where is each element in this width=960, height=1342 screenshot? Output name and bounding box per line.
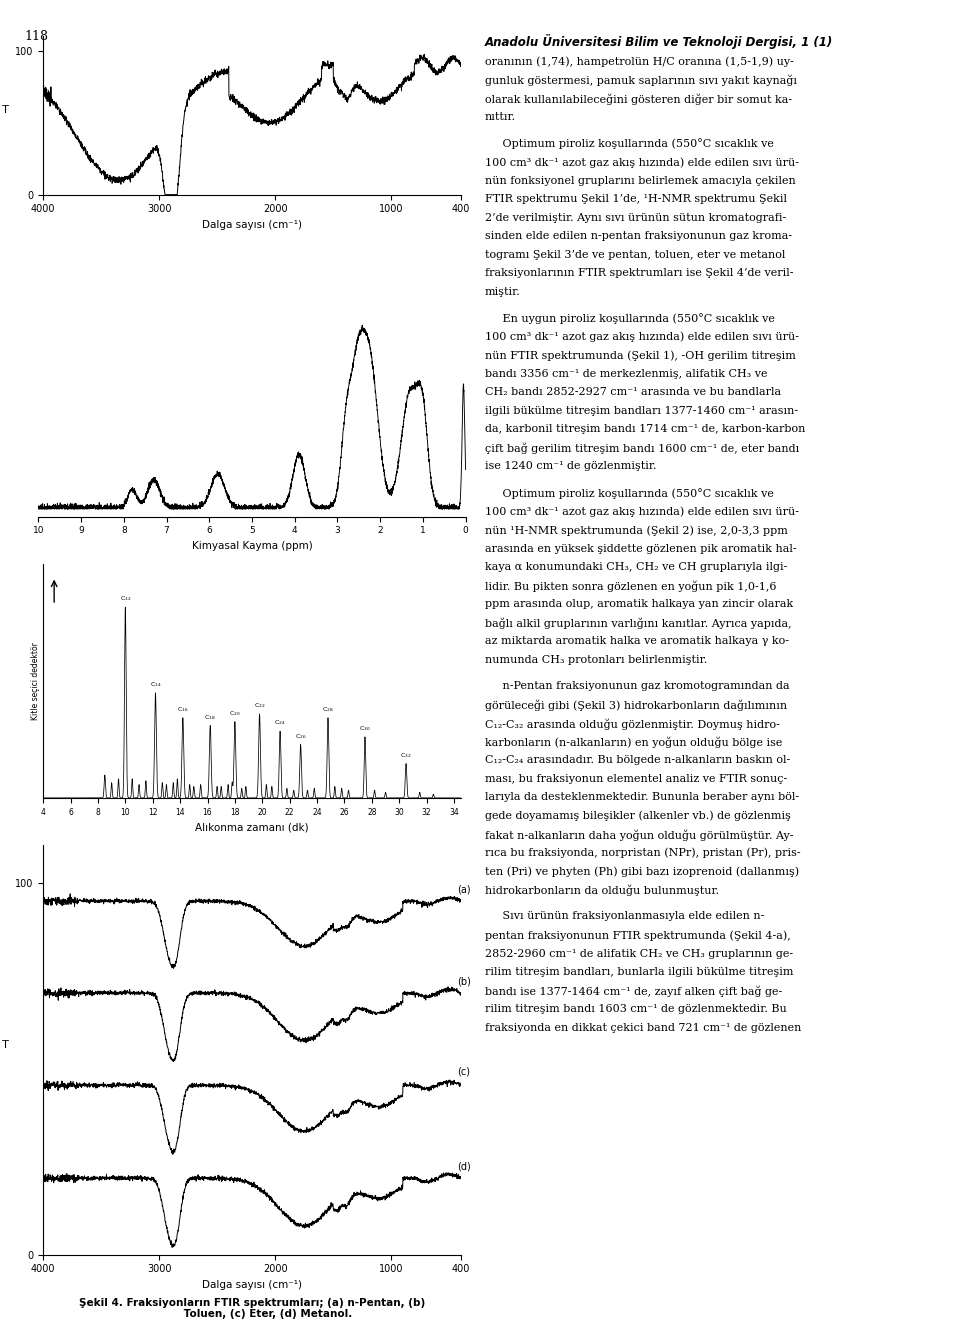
Text: ten (Pri) ve phyten (Ph) gibi bazı izoprenoid (dallanmış): ten (Pri) ve phyten (Ph) gibi bazı izopr… <box>485 867 799 876</box>
Text: fraksiyonlarının FTIR spektrumları ise Şekil 4’de veril-: fraksiyonlarının FTIR spektrumları ise Ş… <box>485 268 793 278</box>
Text: Şekil 1. Sıvı ürün FTIR spektrumu.: Şekil 1. Sıvı ürün FTIR spektrumu. <box>146 282 358 291</box>
Text: CH₂ bandı 2852-2927 cm⁻¹ arasında ve bu bandlarla: CH₂ bandı 2852-2927 cm⁻¹ arasında ve bu … <box>485 388 780 397</box>
Text: nün fonksiyonel gruplarını belirlemek amacıyla çekilen: nün fonksiyonel gruplarını belirlemek am… <box>485 176 796 185</box>
Text: oranının (1,74), hampetrolün H/C oranına (1,5-1,9) uy-: oranının (1,74), hampetrolün H/C oranına… <box>485 56 794 67</box>
Text: 100 cm³ dk⁻¹ azot gaz akış hızında) elde edilen sıvı ürü-: 100 cm³ dk⁻¹ azot gaz akış hızında) elde… <box>485 506 799 517</box>
Text: olarak kullanılabileceğini gösteren diğer bir somut ka-: olarak kullanılabileceğini gösteren diğe… <box>485 94 792 105</box>
Text: C$_{30}$: C$_{30}$ <box>359 725 371 733</box>
Text: rıca bu fraksiyonda, norpristan (NPr), pristan (Pr), pris-: rıca bu fraksiyonda, norpristan (NPr), p… <box>485 848 801 859</box>
Y-axis label: % T: % T <box>0 106 9 115</box>
Text: sinden elde edilen n-pentan fraksiyonunun gaz kroma-: sinden elde edilen n-pentan fraksiyonunu… <box>485 231 792 242</box>
Text: (a): (a) <box>457 884 471 895</box>
Y-axis label: Kitle seçici dedektör: Kitle seçici dedektör <box>32 641 40 721</box>
Text: 2’de verilmiştir. Aynı sıvı ürünün sütun kromatografi-: 2’de verilmiştir. Aynı sıvı ürünün sütun… <box>485 212 786 223</box>
Text: ması, bu fraksiyonun elementel analiz ve FTIR sonuç-: ması, bu fraksiyonun elementel analiz ve… <box>485 774 787 784</box>
Text: rilim titreşim bandı 1603 cm⁻¹ de gözlenmektedir. Bu: rilim titreşim bandı 1603 cm⁻¹ de gözlen… <box>485 1004 786 1015</box>
Text: C$_{14}$: C$_{14}$ <box>150 680 161 690</box>
Text: nün FTIR spektrumunda (Şekil 1), -OH gerilim titreşim: nün FTIR spektrumunda (Şekil 1), -OH ger… <box>485 350 796 361</box>
Text: (c): (c) <box>457 1067 470 1076</box>
Text: fakat n-alkanların daha yoğun olduğu görülmüştür. Ay-: fakat n-alkanların daha yoğun olduğu gör… <box>485 829 793 841</box>
Text: karbonların (n-alkanların) en yoğun olduğu bölge ise: karbonların (n-alkanların) en yoğun oldu… <box>485 737 782 749</box>
Text: (d): (d) <box>457 1161 471 1172</box>
Text: lidir. Bu pikten sonra gözlenen en yoğun pik 1,0-1,6: lidir. Bu pikten sonra gözlenen en yoğun… <box>485 581 777 592</box>
Text: çift bağ gerilim titreşim bandı 1600 cm⁻¹ de, eter bandı: çift bağ gerilim titreşim bandı 1600 cm⁻… <box>485 443 799 455</box>
Text: gunluk göstermesi, pamuk saplarının sıvı yakıt kaynağı: gunluk göstermesi, pamuk saplarının sıvı… <box>485 75 797 86</box>
Text: 100 cm³ dk⁻¹ azot gaz akış hızında) elde edilen sıvı ürü-: 100 cm³ dk⁻¹ azot gaz akış hızında) elde… <box>485 157 799 168</box>
Text: bandı 3356 cm⁻¹ de merkezlenmiş, alifatik CH₃ ve: bandı 3356 cm⁻¹ de merkezlenmiş, alifati… <box>485 369 767 378</box>
Text: C$_{28}$: C$_{28}$ <box>323 705 334 714</box>
Text: Şekil 2. Sıvı ürün 1H-NMR spektrumu.: Şekil 2. Sıvı ürün 1H-NMR spektrumu. <box>134 566 370 576</box>
Text: 100 cm³ dk⁻¹ azot gaz akış hızında) elde edilen sıvı ürü-: 100 cm³ dk⁻¹ azot gaz akış hızında) elde… <box>485 331 799 342</box>
Text: C₁₂-C₂₄ arasındadır. Bu bölgede n-alkanların baskın ol-: C₁₂-C₂₄ arasındadır. Bu bölgede n-alkanl… <box>485 756 790 765</box>
Text: n-Pentan fraksiyonunun gaz kromotogramından da: n-Pentan fraksiyonunun gaz kromotogramın… <box>485 682 789 691</box>
Text: C$_{24}$: C$_{24}$ <box>275 718 286 727</box>
Text: gede doyamamış bileşikler (alkenler vb.) de gözlenmiş: gede doyamamış bileşikler (alkenler vb.)… <box>485 811 791 821</box>
Text: ise 1240 cm⁻¹ de gözlenmiştir.: ise 1240 cm⁻¹ de gözlenmiştir. <box>485 462 657 471</box>
Text: numunda CH₃ protonları belirlenmiştir.: numunda CH₃ protonları belirlenmiştir. <box>485 655 708 664</box>
Text: görüleceği gibi (Şekil 3) hidrokarbonların dağılımının: görüleceği gibi (Şekil 3) hidrokarbonlar… <box>485 699 787 711</box>
Text: togramı Şekil 3’de ve pentan, toluen, eter ve metanol: togramı Şekil 3’de ve pentan, toluen, et… <box>485 250 785 259</box>
Text: Optimum piroliz koşullarında (550°C sıcaklık ve: Optimum piroliz koşullarında (550°C sıca… <box>485 138 774 149</box>
X-axis label: Kimyasal Kayma (ppm): Kimyasal Kayma (ppm) <box>192 541 312 552</box>
Text: Sıvı ürünün fraksiyonlanmasıyla elde edilen n-: Sıvı ürünün fraksiyonlanmasıyla elde edi… <box>485 911 764 922</box>
Text: Optimum piroliz koşullarında (550°C sıcaklık ve: Optimum piroliz koşullarında (550°C sıca… <box>485 488 774 499</box>
Text: Şekil 3. Pentan fraksiyonunun gaz kromatogramı.: Şekil 3. Pentan fraksiyonunun gaz kromat… <box>97 845 407 855</box>
Text: da, karbonil titreşim bandı 1714 cm⁻¹ de, karbon-karbon: da, karbonil titreşim bandı 1714 cm⁻¹ de… <box>485 424 805 435</box>
Text: C$_{12}$: C$_{12}$ <box>120 595 132 603</box>
X-axis label: Alıkonma zamanı (dk): Alıkonma zamanı (dk) <box>195 823 309 833</box>
Text: FTIR spektrumu Şekil 1’de, ¹H-NMR spektrumu Şekil: FTIR spektrumu Şekil 1’de, ¹H-NMR spektr… <box>485 195 787 204</box>
Text: kaya α konumundaki CH₃, CH₂ ve CH gruplarıyla ilgi-: kaya α konumundaki CH₃, CH₂ ve CH grupla… <box>485 562 787 572</box>
X-axis label: Dalga sayısı (cm⁻¹): Dalga sayısı (cm⁻¹) <box>202 220 302 229</box>
Text: pentan fraksiyonunun FTIR spektrumunda (Şekil 4-a),: pentan fraksiyonunun FTIR spektrumunda (… <box>485 930 790 941</box>
Text: C$_{18}$: C$_{18}$ <box>204 713 216 722</box>
X-axis label: Dalga sayısı (cm⁻¹): Dalga sayısı (cm⁻¹) <box>202 1280 302 1290</box>
Text: bağlı alkil gruplarının varlığını kanıtlar. Ayrıca yapıda,: bağlı alkil gruplarının varlığını kanıtl… <box>485 617 791 629</box>
Text: En uygun piroliz koşullarında (550°C sıcaklık ve: En uygun piroliz koşullarında (550°C sıc… <box>485 313 775 325</box>
Text: C$_{16}$: C$_{16}$ <box>177 705 189 714</box>
Y-axis label: % T: % T <box>0 1040 9 1049</box>
Text: C$_{26}$: C$_{26}$ <box>295 731 306 741</box>
Text: hidrokarbonların da olduğu bulunmuştur.: hidrokarbonların da olduğu bulunmuştur. <box>485 884 719 896</box>
Text: arasında en yüksek şiddette gözlenen pik aromatik hal-: arasında en yüksek şiddette gözlenen pik… <box>485 544 797 553</box>
Text: larıyla da desteklenmektedir. Bununla beraber aynı böl-: larıyla da desteklenmektedir. Bununla be… <box>485 792 799 803</box>
Text: (b): (b) <box>457 977 471 986</box>
Text: Şekil 4. Fraksiyonların FTIR spektrumları; (a) n-Pentan, (b)
         Toluen, (c: Şekil 4. Fraksiyonların FTIR spektrumlar… <box>79 1298 425 1319</box>
Text: 2852-2960 cm⁻¹ de alifatik CH₂ ve CH₃ gruplarının ge-: 2852-2960 cm⁻¹ de alifatik CH₂ ve CH₃ gr… <box>485 949 793 958</box>
Text: ppm arasında olup, aromatik halkaya yan zincir olarak: ppm arasında olup, aromatik halkaya yan … <box>485 599 793 609</box>
Text: az miktarda aromatik halka ve aromatik halkaya γ ko-: az miktarda aromatik halka ve aromatik h… <box>485 636 789 646</box>
Text: Anadolu Üniversitesi Bilim ve Teknoloji Dergisi, 1 (1): Anadolu Üniversitesi Bilim ve Teknoloji … <box>485 34 833 48</box>
Text: 118: 118 <box>24 30 48 43</box>
Text: bandı ise 1377-1464 cm⁻¹ de, zayıf alken çift bağ ge-: bandı ise 1377-1464 cm⁻¹ de, zayıf alken… <box>485 985 782 997</box>
Text: C$_{20}$: C$_{20}$ <box>229 709 241 718</box>
Text: nün ¹H-NMR spektrumunda (Şekil 2) ise, 2,0-3,3 ppm: nün ¹H-NMR spektrumunda (Şekil 2) ise, 2… <box>485 525 787 535</box>
Text: fraksiyonda en dikkat çekici band 721 cm⁻¹ de gözlenen: fraksiyonda en dikkat çekici band 721 cm… <box>485 1023 802 1032</box>
Text: C$_{32}$: C$_{32}$ <box>400 752 412 760</box>
Text: miştir.: miştir. <box>485 287 520 297</box>
Text: C$_{22}$: C$_{22}$ <box>253 702 265 710</box>
Text: ilgili bükülme titreşim bandları 1377-1460 cm⁻¹ arasın-: ilgili bükülme titreşim bandları 1377-14… <box>485 405 798 416</box>
Text: nıttır.: nıttır. <box>485 111 516 122</box>
Text: C₁₂-C₃₂ arasında olduğu gözlenmiştir. Doymuş hidro-: C₁₂-C₃₂ arasında olduğu gözlenmiştir. Do… <box>485 718 780 730</box>
Text: rilim titreşim bandları, bunlarla ilgili bükülme titreşim: rilim titreşim bandları, bunlarla ilgili… <box>485 968 793 977</box>
